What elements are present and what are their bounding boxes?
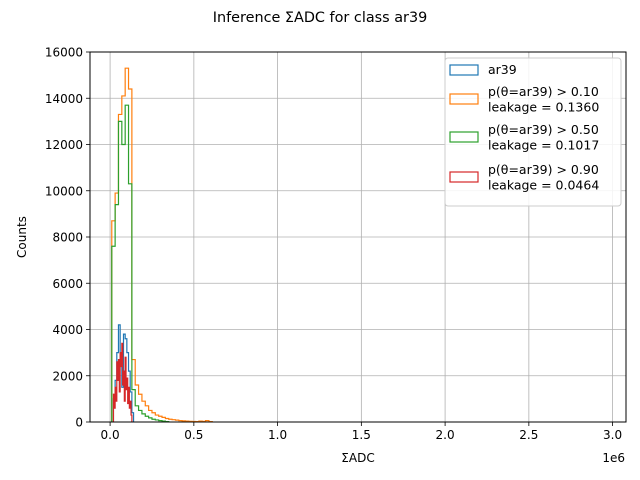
legend-label: p(θ=ar39) > 0.50 leakage = 0.1017 — [488, 122, 599, 153]
y-axis-label: Counts — [15, 216, 29, 258]
x-tick-label: 2.5 — [519, 428, 538, 442]
y-tick-label: 4000 — [52, 323, 83, 337]
y-tick-label: 6000 — [52, 277, 83, 291]
x-tick-label: 1.0 — [268, 428, 287, 442]
y-axis: 0 2000 4000 6000 8000 10000 12000 14000 16000 — [45, 46, 90, 430]
y-tick-label: 8000 — [52, 231, 83, 245]
x-tick-label: 3.0 — [603, 428, 622, 442]
x-axis-label: ΣADC — [341, 451, 374, 465]
legend-label: ar39 — [488, 62, 517, 77]
legend-label: p(θ=ar39) > 0.90 leakage = 0.0464 — [488, 162, 599, 193]
x-tick-label: 1.5 — [352, 428, 371, 442]
legend-swatch — [449, 171, 479, 183]
legend: ar39 p(θ=ar39) > 0.10 leakage = 0.1360 p(θ=… — [444, 57, 622, 207]
legend-box — [444, 57, 622, 207]
y-tick-label: 2000 — [52, 369, 83, 383]
y-tick-label: 14000 — [45, 92, 83, 106]
histogram-series-2 — [111, 104, 170, 423]
y-tick-label: 16000 — [45, 46, 83, 60]
x-tick-label: 0.0 — [101, 428, 120, 442]
chart-title: Inference ΣADC for class ar39 — [213, 10, 428, 26]
x-tick-label: 2.0 — [436, 428, 455, 442]
y-tick-label: 0 — [75, 416, 83, 430]
y-tick-label: 12000 — [45, 138, 83, 152]
x-tick-label: 0.5 — [184, 428, 203, 442]
legend-swatch — [449, 64, 479, 76]
legend-label: p(θ=ar39) > 0.10 leakage = 0.1360 — [488, 84, 599, 115]
histogram-series-3 — [112, 342, 133, 422]
x-axis: 0.0 0.5 1.0 1.5 2.0 2.5 3.0 — [101, 422, 622, 442]
y-tick-label: 10000 — [45, 184, 83, 198]
legend-swatch — [449, 93, 479, 105]
legend-swatch — [449, 131, 479, 143]
x-axis-offset-label: 1e6 — [602, 451, 625, 465]
